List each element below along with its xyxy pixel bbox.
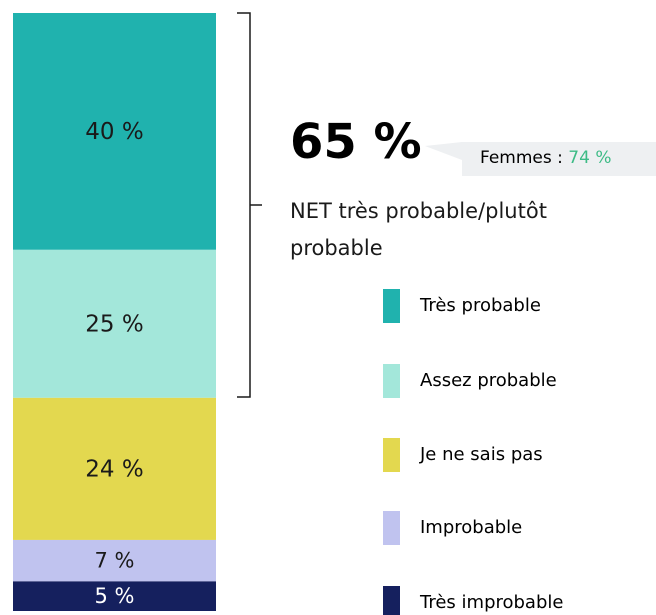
legend-swatch (383, 438, 400, 472)
legend-swatch (383, 364, 400, 398)
value-label: 24 % (85, 456, 143, 482)
net-value: 65 % (290, 114, 422, 170)
legend-label: Je ne sais pas (419, 444, 543, 465)
legend-swatch (383, 511, 400, 545)
value-label: 40 % (85, 119, 143, 145)
bar-segment (13, 397, 216, 540)
legend-swatch (383, 586, 400, 615)
bar-segment (13, 581, 216, 611)
bar-segment (13, 539, 216, 582)
value-label: 7 % (95, 549, 135, 573)
callout-value: 74 % (568, 148, 611, 168)
callout-box (425, 142, 656, 176)
legend-label: Assez probable (420, 370, 557, 391)
callout-text: Femmes : 74 % (480, 148, 611, 168)
value-label: 25 % (85, 311, 143, 337)
bracket (237, 12, 262, 398)
net-label: NET très probable/plutôt probable (290, 199, 547, 260)
legend-swatch (383, 289, 400, 323)
legend-label: Très probable (419, 295, 541, 316)
bar-segment (13, 13, 216, 250)
legend-label: Très improbable (419, 592, 563, 613)
value-label: 5 % (95, 584, 135, 608)
bar-segment (13, 249, 216, 398)
callout-prefix: Femmes : (480, 148, 563, 168)
legend-label: Improbable (420, 517, 522, 538)
